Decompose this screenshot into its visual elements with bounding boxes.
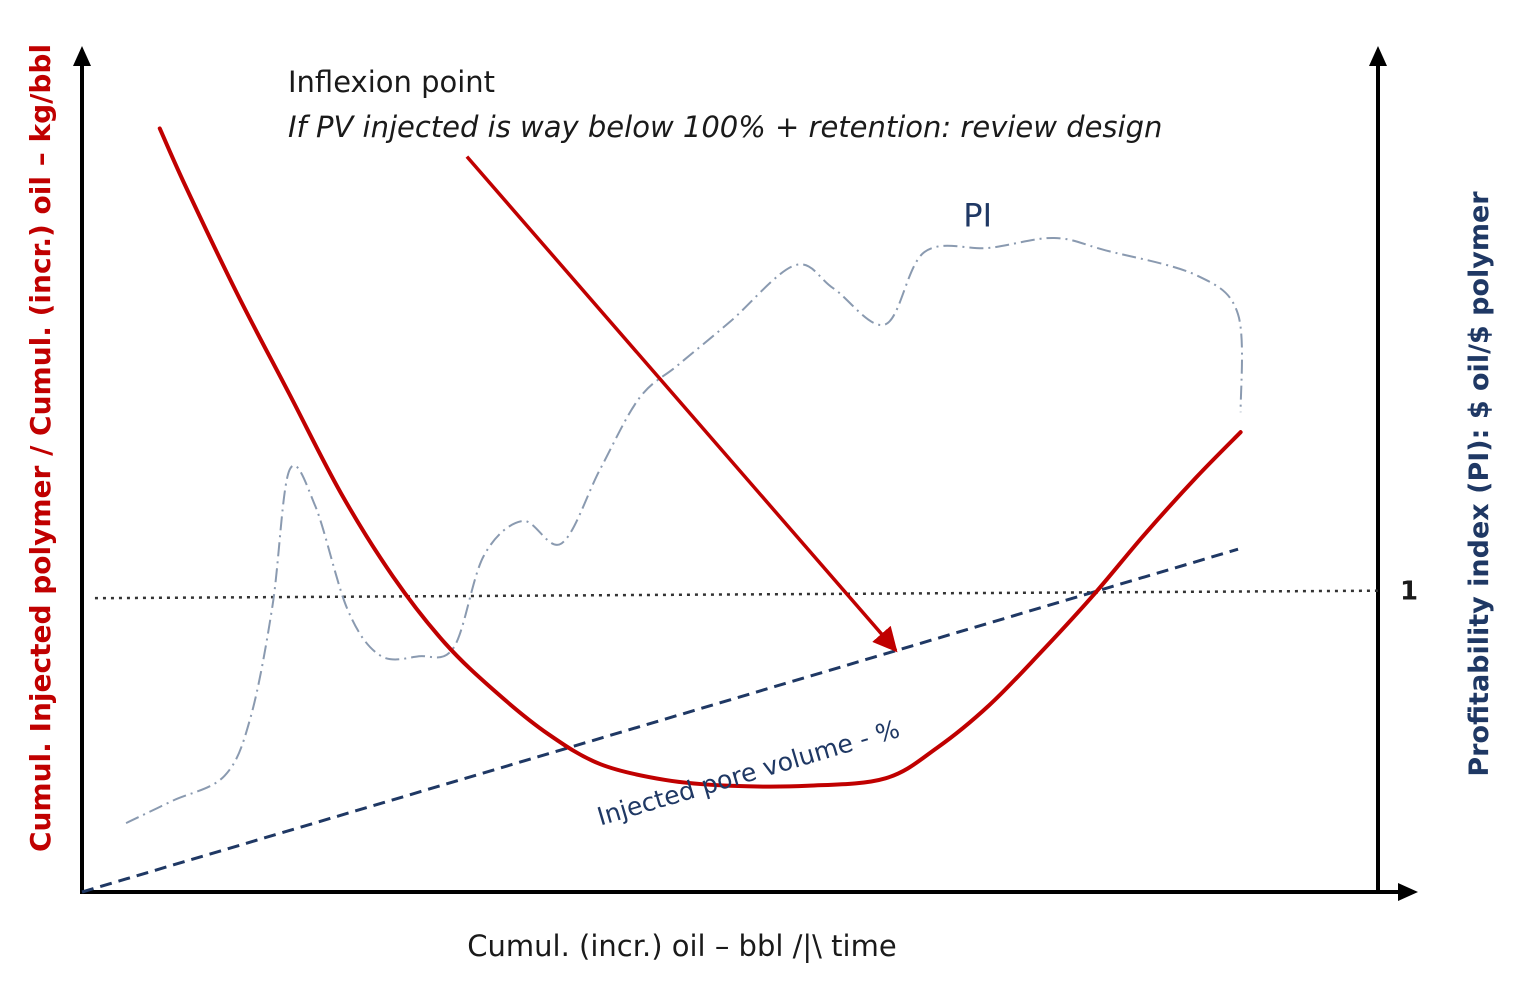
- pi-series-label: PI: [963, 196, 992, 234]
- left-y-axis-label: Cumul. Injected polymer / Cumul. (incr.)…: [24, 44, 57, 852]
- x-axis-arrowhead: [1398, 883, 1418, 901]
- right-axis-tick-1: 1: [1400, 577, 1418, 607]
- x-axis-label: Cumul. (incr.) oil – bbl /|\ time: [467, 929, 896, 963]
- polymer-utilization-curve: [157, 126, 1243, 789]
- axes: [73, 46, 1418, 901]
- right-y-axis-label: Profitability index (PI): $ oil/$ polyme…: [1464, 191, 1495, 777]
- chart-subtitle: If PV injected is way below 100% + reten…: [288, 110, 1162, 144]
- pore-volume-line: [81, 547, 1239, 894]
- reference-line-pi-1: [94, 589, 1379, 600]
- pi-curve: [125, 236, 1243, 825]
- right-y-axis-arrowhead: [1369, 46, 1387, 66]
- chart-title: Inflexion point: [288, 65, 495, 99]
- inflexion-arrow: [465, 155, 898, 653]
- pore-volume-label: Injected pore volume - %: [594, 714, 903, 831]
- left-y-axis-arrowhead: [73, 46, 91, 66]
